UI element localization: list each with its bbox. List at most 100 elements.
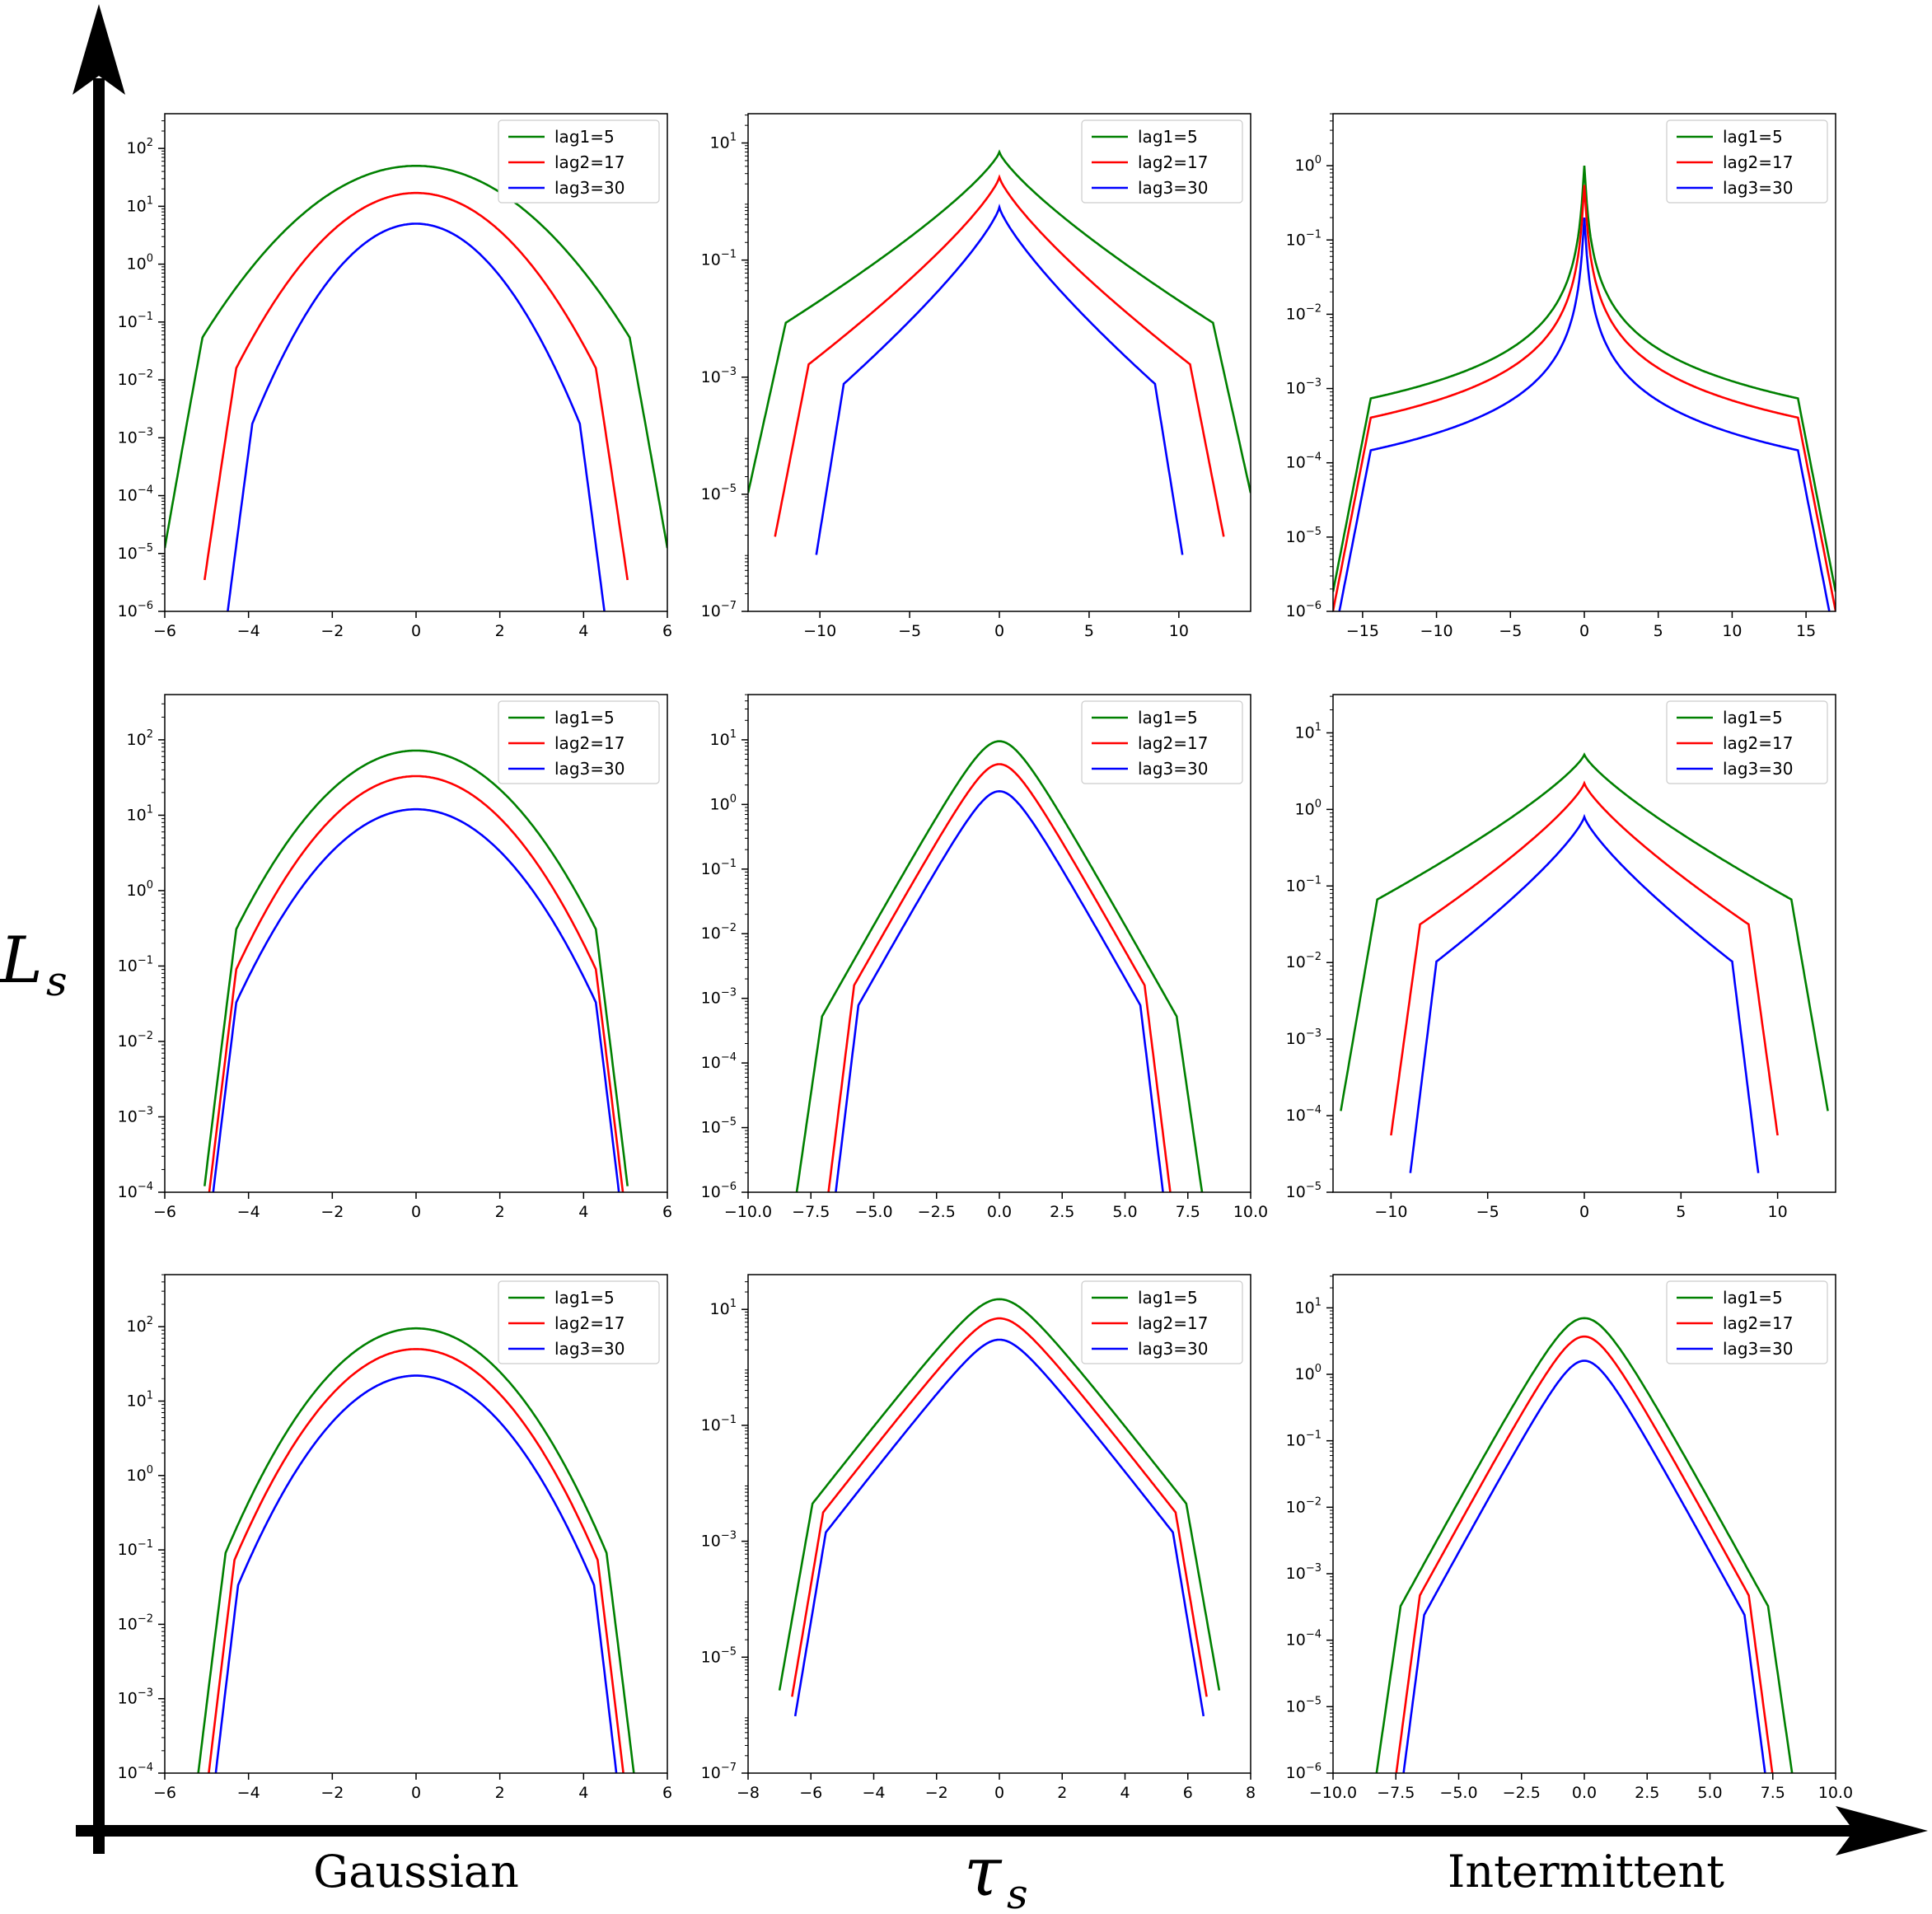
legend-box (1081, 700, 1243, 784)
legend-label: lag3=30 (1723, 178, 1793, 198)
y-axis-label: L s (0, 924, 68, 1005)
legend-label: lag3=30 (1138, 178, 1208, 198)
panels-grid: −6 −4 −2 0 2 4 610−610−510−410−310−210−1100101… (118, 113, 1853, 1802)
y-tick-label: 10−5 (1286, 1181, 1322, 1201)
x-tick-label: 10.0 (1818, 1784, 1853, 1802)
x-tick-label: 10 (1169, 622, 1189, 640)
legend-label: lag2=17 (1723, 1313, 1793, 1333)
series-line-lag3=30 (1338, 218, 1831, 611)
x-tick-label: −4 (237, 1203, 260, 1221)
x-tick-label: −10 (1420, 622, 1453, 640)
x-tick-label: −15 (1346, 622, 1379, 640)
x-tick-label: 0 (1579, 622, 1589, 640)
y-tick-label: 10−3 (701, 1530, 737, 1551)
legend-label: lag2=17 (554, 152, 625, 172)
y-tick-label: 100 (127, 879, 153, 900)
legend: lag1=5 lag2=17 lag3=30 (1081, 119, 1243, 204)
y-tick-label: 10−5 (1286, 1695, 1322, 1715)
x-tick-label: −6 (153, 1203, 176, 1221)
series-line-lag1=5 (1340, 752, 1829, 1111)
x-tick-label: −5 (1499, 622, 1522, 640)
legend-label: lag1=5 (554, 1288, 615, 1308)
y-tick-label: 102 (127, 728, 153, 749)
legend-label: lag2=17 (1723, 152, 1793, 172)
legend-label: lag1=5 (1138, 708, 1198, 728)
x-tick-label: 6 (662, 1203, 672, 1221)
series-line-lag2=17 (208, 774, 625, 1192)
y-tick-label: 102 (127, 137, 153, 157)
x-tick-label: −8 (737, 1784, 760, 1802)
legend-label: lag2=17 (1138, 1313, 1208, 1333)
x-tick-label: 2 (495, 1784, 505, 1802)
x-tick-label: 7.5 (1176, 1203, 1200, 1221)
y-tick-label: 100 (127, 1464, 153, 1485)
y-tick-label: 10−1 (701, 249, 737, 269)
series-line-lag2=17 (1390, 780, 1779, 1136)
y-tick-label: 101 (127, 1390, 153, 1411)
legend: lag1=5 lag2=17 lag3=30 (1081, 700, 1243, 784)
series-line-lag1=5 (197, 1327, 635, 1773)
chart-panel-row1-col3: −15 −10 −5 0 5 10 15 10−6 10−5 10−4 10−3 10−2 10−1 10… (1286, 113, 1836, 640)
y-tick-label: 10−3 (1286, 377, 1322, 398)
x-tick-label: 2.5 (1635, 1784, 1659, 1802)
legend-box (1081, 1280, 1243, 1364)
x-tick-label: −5 (1476, 1203, 1499, 1221)
y-tick-label: 10−4 (118, 1181, 153, 1201)
chart-panel-row2-col2: −10.0 −7.5 −5.0 −2.5 0.0 2.5 5.0 7.5 10.0 10−6 10−… (701, 694, 1268, 1221)
y-tick-label: 10−7 (701, 600, 737, 620)
y-tick-label: 10−1 (701, 1414, 737, 1434)
y-tick-label: 10−3 (1286, 1027, 1322, 1048)
legend-label: lag1=5 (1723, 1288, 1783, 1308)
x-tick-label: −7.5 (1377, 1784, 1415, 1802)
y-tick-label: 10−1 (118, 1538, 153, 1559)
x-tick-label: 5 (1654, 622, 1663, 640)
series-line-lag2=17 (1333, 185, 1836, 611)
legend-box (498, 1280, 660, 1364)
figure-axes (73, 4, 1928, 1856)
y-tick-label: 10−6 (1286, 600, 1322, 620)
chart-panel-row3-col3: −10.0 −7.5 −5.0 −2.5 0.0 2.5 5.0 7.5 10.0 10−6 10−… (1286, 1274, 1853, 1802)
y-tick-label: 10−6 (1286, 1762, 1322, 1782)
y-tick-label: 101 (710, 132, 737, 152)
x-tick-label: 6 (662, 622, 672, 640)
x-tick-label: 0 (994, 622, 1004, 640)
y-tick-label: 10−4 (118, 484, 153, 505)
y-tick-label: 10−1 (701, 858, 737, 878)
y-axis-subscript: s (46, 957, 68, 1005)
legend-label: lag1=5 (1723, 708, 1783, 728)
chart-panel-row1-col2: −10 −5 0 5 10 10−7 10−5 10−3 10−1 101 lag1=5 lag2=1… (701, 113, 1251, 640)
y-tick-label: 100 (1295, 154, 1322, 175)
x-tick-label: 6 (1183, 1784, 1193, 1802)
legend-label: lag1=5 (1723, 127, 1783, 147)
legend: lag1=5 lag2=17 lag3=30 (498, 1280, 660, 1364)
x-axis-label: τ s (964, 1833, 1028, 1914)
x-tick-label: −4 (237, 1784, 260, 1802)
x-tick-label: 0 (994, 1784, 1004, 1802)
y-tick-label: 10−7 (701, 1762, 737, 1782)
column-label-intermittent: Intermittent (1448, 1846, 1724, 1898)
y-tick-label: 101 (1295, 1296, 1322, 1317)
legend-label: lag3=30 (1723, 1339, 1793, 1359)
x-tick-label: 0.0 (987, 1203, 1012, 1221)
legend-label: lag1=5 (1138, 127, 1198, 147)
legend-label: lag3=30 (1723, 759, 1793, 779)
series-line-lag3=30 (214, 1374, 618, 1773)
y-tick-label: 100 (127, 253, 153, 274)
y-tick-label: 10−2 (118, 1030, 153, 1051)
x-tick-label: −10 (1374, 1203, 1407, 1221)
y-tick-label: 10−2 (1286, 302, 1322, 323)
x-tick-label: −6 (153, 1784, 176, 1802)
x-tick-label: −2 (320, 1203, 344, 1221)
x-axis-subscript: s (1007, 1870, 1028, 1914)
y-tick-label: 101 (127, 803, 153, 824)
x-tick-label: 0 (411, 1203, 421, 1221)
x-tick-label: −5.0 (1439, 1784, 1477, 1802)
y-tick-label: 10−1 (118, 311, 153, 331)
series-line-lag1=5 (778, 1298, 1221, 1691)
y-tick-label: 10−5 (1286, 526, 1322, 546)
y-tick-label: 10−5 (701, 1645, 737, 1666)
y-tick-label: 10−2 (118, 1612, 153, 1633)
y-tick-label: 10−3 (118, 1105, 153, 1125)
column-label-gaussian: Gaussian (313, 1846, 519, 1898)
